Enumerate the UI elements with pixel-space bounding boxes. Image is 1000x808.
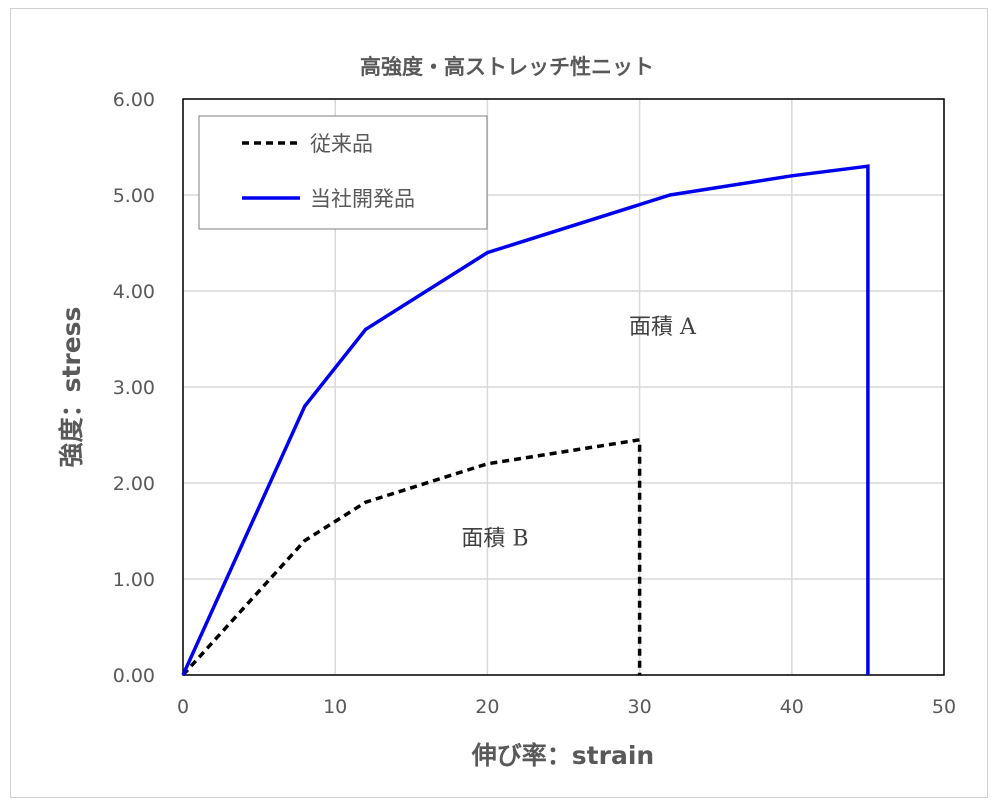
x-tick-label: 50 <box>932 696 956 718</box>
x-axis-label: 伸び率：strain <box>471 741 654 770</box>
y-tick-label: 2.00 <box>113 473 155 495</box>
plot-area-border <box>182 98 945 676</box>
y-tick-label: 1.00 <box>113 569 155 591</box>
x-tick-label: 0 <box>177 696 189 718</box>
x-tick-label: 30 <box>628 696 652 718</box>
y-tick-label: 5.00 <box>113 185 155 207</box>
annotation-label: 面積 A <box>629 315 697 340</box>
x-tick-label: 20 <box>475 696 499 718</box>
series-lines <box>181 164 870 677</box>
series-line-0 <box>181 437 642 677</box>
legend: 従来品 当社開発品 <box>198 115 488 230</box>
legend-label-conventional: 従来品 <box>310 132 373 156</box>
y-tick-labels: 0.00 1.00 2.00 3.00 4.00 5.00 6.00 <box>113 89 155 687</box>
chart-frame <box>10 8 988 798</box>
y-tick-label: 6.00 <box>113 89 155 111</box>
legend-box <box>198 115 488 230</box>
annotations: 面積 A 面積 B <box>461 315 697 551</box>
x-tick-label: 40 <box>780 696 804 718</box>
y-tick-label: 3.00 <box>113 377 155 399</box>
y-axis-label: 強度：stress <box>57 307 86 468</box>
annotation-label: 面積 B <box>461 526 528 551</box>
y-tick-label: 4.00 <box>113 281 155 303</box>
x-tick-labels: 0 10 20 30 40 50 <box>177 696 956 718</box>
series-line-1 <box>181 164 870 676</box>
legend-label-developed: 当社開発品 <box>310 187 415 211</box>
x-tick-label: 10 <box>323 696 347 718</box>
chart-title: 高強度・高ストレッチ性ニット <box>360 55 654 79</box>
y-tick-label: 0.00 <box>113 665 155 687</box>
